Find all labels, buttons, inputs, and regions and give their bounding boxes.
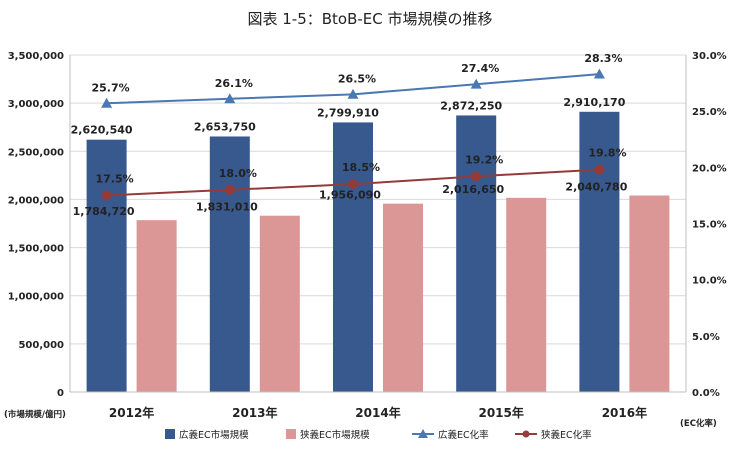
y-left-tick-label: 500,000	[18, 340, 64, 351]
x-category-label: 2012年	[109, 405, 154, 420]
bar-broad-ec	[209, 136, 250, 392]
marker-narrow-ec-rate	[101, 190, 112, 201]
x-category-label: 2013年	[232, 405, 277, 420]
left-axis-unit: (市場規模/億円)	[4, 409, 66, 420]
y-left-tick-label: 1,000,000	[8, 292, 64, 303]
bar-broad-ec	[579, 111, 620, 392]
y-left-tick-label: 2,000,000	[8, 195, 64, 206]
y-right-tick-label: 5.0%	[692, 332, 720, 343]
y-left-tick-label: 2,500,000	[8, 147, 64, 158]
data-label-narrow-ec: 1,956,090	[319, 189, 381, 202]
data-label-narrow-ec: 1,784,720	[73, 205, 135, 218]
marker-narrow-ec-rate	[348, 179, 358, 190]
legend-label: 狭義EC市場規模	[300, 429, 370, 441]
data-label-broad-ec-rate: 26.5%	[338, 72, 376, 85]
x-category-label: 2015年	[478, 405, 523, 420]
data-label-narrow-ec-rate: 17.5%	[96, 172, 134, 185]
data-label-broad-ec: 2,872,250	[440, 99, 502, 112]
y-left-tick-label: 1,500,000	[8, 244, 64, 255]
bar-broad-ec	[333, 122, 373, 393]
bar-narrow-ec	[259, 215, 300, 392]
y-right-tick-label: 0.0%	[692, 388, 720, 399]
data-label-narrow-ec: 1,831,010	[196, 201, 258, 214]
bar-narrow-ec	[506, 197, 547, 392]
marker-broad-ec-rate	[224, 93, 236, 104]
marker-narrow-ec-rate	[471, 171, 482, 182]
bar-narrow-ec	[383, 203, 423, 392]
legend-marker	[418, 429, 428, 438]
y-right-tick-label: 20.0%	[692, 163, 727, 174]
right-axis-unit: (EC化率)	[680, 418, 717, 429]
legend-label: 広義EC市場規模	[179, 429, 249, 441]
marker-narrow-ec-rate	[224, 184, 235, 195]
marker-broad-ec-rate	[347, 88, 359, 99]
data-label-broad-ec-rate: 28.3%	[584, 52, 622, 65]
x-category-label: 2016年	[602, 405, 647, 420]
data-label-narrow-ec-rate: 19.8%	[588, 147, 626, 160]
marker-broad-ec-rate	[101, 97, 113, 108]
legend-swatch	[165, 429, 175, 439]
bar-narrow-ec	[136, 220, 177, 392]
data-label-narrow-ec: 2,040,780	[565, 181, 627, 194]
bar-narrow-ec	[629, 195, 670, 392]
marker-narrow-ec-rate	[594, 164, 605, 175]
y-left-tick-label: 3,500,000	[8, 51, 64, 62]
data-label-broad-ec: 2,910,170	[563, 96, 625, 109]
y-left-tick-label: 0	[57, 388, 64, 399]
data-label-narrow-ec-rate: 18.0%	[219, 167, 257, 180]
bar-layer	[86, 111, 670, 393]
y-right-tick-label: 15.0%	[692, 220, 727, 231]
line-layer	[101, 68, 605, 201]
y-left-tick-label: 3,000,000	[8, 99, 64, 110]
data-label-narrow-ec: 2,016,650	[442, 183, 504, 196]
legend-label: 広義EC化率	[438, 429, 489, 441]
data-label-broad-ec-rate: 27.4%	[461, 62, 499, 75]
marker-broad-ec-rate	[470, 78, 482, 89]
data-label-broad-ec: 2,653,750	[194, 120, 256, 133]
data-label-narrow-ec-rate: 19.2%	[465, 153, 503, 166]
label-layer: 2,620,540 2,653,750 2,799,910 2,872,250 2,91…	[71, 52, 628, 218]
data-label-narrow-ec-rate: 18.5%	[342, 161, 380, 174]
y-right-tick-label: 10.0%	[692, 276, 727, 287]
chart-title: 図表 1-5：BtoB-EC 市場規模の推移	[247, 10, 492, 28]
legend-swatch	[286, 429, 296, 439]
legend-label: 狭義EC化率	[541, 429, 592, 441]
axis-layer: (市場規模/億円) (EC化率) 0 500,000 1,000,000 1,500,…	[4, 51, 727, 429]
data-label-broad-ec: 2,799,910	[317, 106, 379, 119]
y-right-tick-label: 25.0%	[692, 107, 727, 118]
data-label-broad-ec-rate: 26.1%	[215, 77, 253, 90]
marker-broad-ec-rate	[593, 68, 605, 79]
bar-broad-ec	[86, 139, 127, 392]
y-right-tick-label: 30.0%	[692, 51, 727, 62]
data-label-broad-ec-rate: 25.7%	[92, 81, 130, 94]
data-label-broad-ec: 2,620,540	[71, 124, 133, 137]
legend-marker	[522, 430, 530, 438]
legend: 広義EC市場規模 狭義EC市場規模 広義EC化率 狭義EC化率	[165, 429, 592, 441]
x-category-label: 2014年	[355, 405, 400, 420]
bar-broad-ec	[456, 115, 497, 392]
